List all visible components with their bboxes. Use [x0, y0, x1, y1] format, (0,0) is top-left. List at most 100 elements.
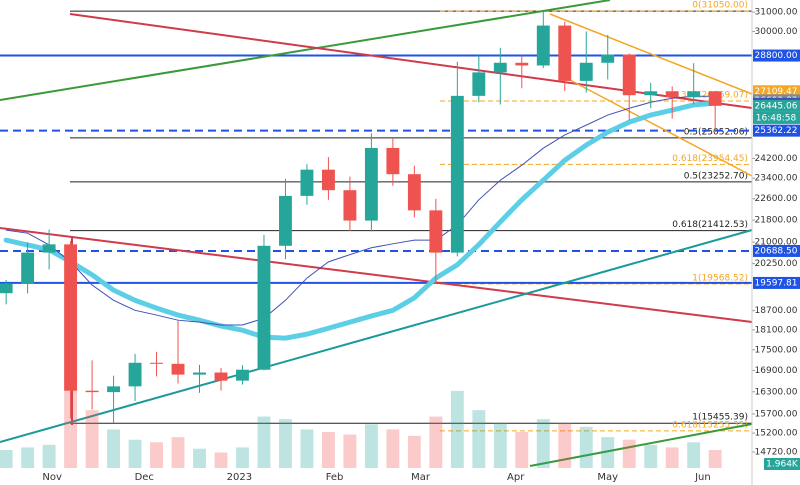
- fib-label: 0.5(23252.70): [684, 171, 748, 181]
- countdown: 16:48:58: [756, 113, 797, 123]
- y-tick-label: 17500.00: [755, 345, 798, 355]
- volume-bar: [665, 447, 679, 468]
- y-tick-label: 24200.00: [755, 154, 798, 164]
- trendline: [0, 227, 753, 323]
- y-tick-label: 18100.00: [755, 325, 798, 335]
- price-box: [753, 244, 800, 257]
- moving-average: [5, 95, 716, 326]
- volume-bar: [257, 416, 271, 468]
- volume-bar: [321, 432, 335, 468]
- candle-body: [150, 362, 163, 364]
- volume-bar: [214, 452, 228, 468]
- y-tick-label: 22600.00: [755, 194, 798, 204]
- y-tick-label: 15200.00: [755, 429, 798, 439]
- price-box-label: 27109.47: [755, 87, 798, 97]
- y-tick-label: 21800.00: [755, 216, 798, 226]
- price-box: [753, 99, 800, 112]
- volume-bar: [171, 437, 185, 468]
- volume-bar: [622, 439, 636, 468]
- fib-label: 0.618(15255.35): [672, 420, 748, 430]
- volume-bar: [279, 419, 292, 468]
- price-box: [753, 85, 800, 98]
- x-tick-label: May: [597, 472, 618, 483]
- candle-body: [622, 54, 636, 96]
- candle-body: [300, 169, 314, 196]
- price-box: [753, 124, 800, 137]
- candle-body: [364, 147, 378, 221]
- volume-bar: [601, 437, 615, 468]
- candle-body: [472, 72, 486, 96]
- candle-body: [407, 174, 421, 211]
- candle-body: [279, 195, 292, 246]
- price-box-label: 28800.00: [755, 51, 798, 61]
- volume-label: 1.964K: [766, 460, 799, 470]
- candle-body: [193, 372, 206, 375]
- volume-bar: [150, 442, 163, 468]
- volume-bar: [236, 447, 249, 468]
- candle-body: [601, 54, 615, 63]
- y-tick-label: 21000.00: [755, 238, 798, 248]
- volume-bar: [386, 429, 400, 468]
- volume-bar: [407, 435, 421, 468]
- volume-bar: [558, 423, 572, 468]
- candle-body: [236, 369, 249, 381]
- volume-bar: [708, 450, 722, 468]
- y-tick-label: 14720.00: [755, 447, 798, 457]
- fib-label: 0(31050.00): [692, 1, 748, 11]
- plot: [0, 12, 722, 424]
- volume-bar: [579, 426, 593, 468]
- x-tick-label: Nov: [42, 472, 62, 483]
- volume-bar: [128, 439, 142, 468]
- volume-bar: [644, 444, 658, 468]
- volume-box: [764, 458, 800, 470]
- fib-label: 0.5(25052.06): [684, 127, 748, 137]
- countdown-box: [753, 111, 800, 124]
- candle-body: [0, 283, 13, 294]
- candle-body: [214, 372, 228, 381]
- candle-body: [21, 252, 35, 284]
- volume-bar: [472, 410, 486, 468]
- candle-body: [665, 91, 679, 98]
- candle-body: [42, 244, 56, 253]
- candle-body: [257, 245, 271, 370]
- candle-body: [708, 91, 722, 106]
- candle-body: [128, 362, 142, 387]
- x-tick-label: Feb: [326, 472, 344, 483]
- candle-body: [515, 62, 529, 66]
- trendline: [0, 0, 611, 101]
- y-tick-label: 20250.00: [755, 259, 798, 269]
- fib-label: 0.618(23954.45): [672, 154, 748, 164]
- channel-line: [549, 13, 753, 95]
- candle-body: [493, 62, 507, 73]
- candle-body: [644, 91, 658, 96]
- candle-body: [343, 190, 357, 221]
- candle-body: [386, 147, 400, 175]
- volume-bar: [687, 442, 701, 468]
- volume: [0, 378, 722, 468]
- y-tick-label: 23400.00: [755, 174, 798, 184]
- moving-average: [3, 100, 718, 341]
- volume-bar: [85, 410, 99, 468]
- y-tick-label: 16900.00: [755, 366, 798, 376]
- volume-bar: [300, 429, 314, 468]
- price-box: [753, 276, 800, 289]
- y-tick-label: 16300.00: [755, 387, 798, 397]
- price-axis: Nov Dec 2023 Feb Mar Apr May Jun 31000.00 30000.0…: [42, 8, 800, 483]
- volume-bar: [64, 378, 78, 468]
- price-box-label: 20688.50: [755, 246, 798, 256]
- volume-bar: [193, 448, 206, 468]
- volume-bar: [343, 434, 357, 468]
- trendline: [69, 13, 753, 109]
- price-box: [753, 49, 800, 62]
- y-tick-label: 31000.00: [755, 8, 798, 18]
- fib-label: 1(15455.39): [692, 413, 748, 423]
- fib-label: 0.618(21412.53): [672, 220, 748, 230]
- price-box-label: 25362.22: [755, 126, 798, 136]
- volume-bar: [493, 423, 507, 468]
- volume-bar: [364, 424, 378, 468]
- x-tick-label: Mar: [411, 472, 431, 483]
- candle-body: [64, 244, 78, 391]
- fib-label: 1(19568.52): [692, 273, 748, 283]
